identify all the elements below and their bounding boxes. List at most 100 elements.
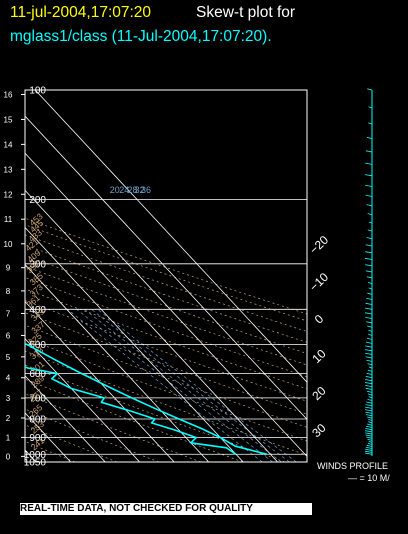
wind-barb [366, 436, 373, 439]
wind-barb [366, 276, 373, 279]
wind-barb [365, 194, 373, 197]
wind-barb [366, 137, 373, 140]
mixing-ratio-line [91, 309, 290, 462]
wind-barb [365, 446, 373, 449]
wind-barb [364, 349, 373, 352]
dry-adiabat-line [25, 424, 118, 462]
pressure-tick-label: 600 [29, 369, 46, 380]
wind-barb [364, 174, 373, 177]
wind-barb [365, 341, 373, 344]
dry-adiabat-line [25, 277, 307, 378]
height-tick-label: 2 [6, 414, 11, 423]
height-tick-label: 14 [4, 140, 13, 149]
height-tick-label: 9 [6, 264, 11, 273]
mixing-ratio-line [97, 309, 297, 462]
wind-barb [367, 363, 373, 366]
height-tick-label: 13 [4, 165, 13, 174]
wind-barb [367, 292, 373, 295]
grid-lines [25, 90, 307, 462]
dry-adiabat-line [25, 337, 307, 442]
mixing-ratio-line [76, 309, 273, 462]
wind-barb [367, 438, 373, 441]
wind-barb [367, 393, 373, 396]
mixing-ratio-line [84, 309, 282, 462]
isotherm-line [25, 263, 209, 462]
wind-barb [367, 88, 373, 91]
wind-barb [368, 418, 373, 421]
wind-barb [366, 204, 373, 207]
wind-barb [366, 237, 373, 240]
isotherm-label: −10 [307, 270, 332, 294]
wind-barb [368, 122, 373, 125]
isotherm-label: 20 [309, 383, 329, 403]
wind-barb [367, 398, 373, 401]
dry-adiabat-line [25, 408, 160, 462]
isotherm-line [25, 375, 106, 462]
wind-barb [365, 270, 373, 273]
wind-barb [365, 376, 373, 379]
dry-adiabat-line [25, 312, 307, 415]
wind-barb [366, 321, 373, 324]
plot-frame [24, 89, 308, 463]
wind-barb [367, 282, 373, 284]
dry-adiabat-line [25, 217, 307, 315]
pressure-tick-label: 100 [29, 86, 46, 97]
dewpoint-trace [25, 366, 237, 455]
chart-title: Skew-t plot for [196, 4, 296, 21]
wind-barb [365, 184, 373, 187]
height-tick-label: 1 [6, 433, 11, 442]
wind-barb [366, 297, 373, 300]
wind-barb [368, 333, 373, 336]
height-tick-label: 10 [4, 240, 13, 249]
pressure-tick-label: 1000 [24, 450, 47, 461]
height-tick-label: 7 [6, 309, 11, 318]
wind-barb [364, 382, 373, 385]
pressure-tick-label: 500 [29, 340, 46, 351]
isotherm-line [34, 90, 307, 383]
height-tick-label: 8 [6, 287, 11, 296]
wind-barb [365, 448, 373, 451]
wind-barb [367, 229, 373, 232]
wind-barb [365, 264, 373, 267]
wind-barb [365, 251, 373, 254]
wind-barb [368, 106, 373, 109]
pressure-tick-label: 700 [29, 393, 46, 404]
dry-adiabat-line [25, 244, 307, 343]
wind-barb [365, 425, 373, 428]
wind-barb [365, 411, 373, 414]
winds-profile-label: WINDS PROFILE [317, 461, 389, 471]
wind-barb [365, 404, 373, 407]
wind-barb [364, 430, 373, 433]
wind-barb [367, 423, 373, 426]
chart-subtitle: mglass1/class (11-Jul-2004,17:07:20). [10, 28, 272, 45]
wind-barb [365, 345, 373, 348]
winds-profile [364, 88, 373, 456]
wind-barb [367, 213, 373, 216]
wind-barb [365, 434, 373, 437]
wind-barb [367, 369, 373, 372]
wind-barb [368, 366, 373, 369]
isotherm-label: 10 [309, 346, 329, 366]
isotherm-label: 30 [309, 421, 329, 441]
wind-barb [365, 452, 373, 455]
wind-barb [365, 387, 373, 390]
wind-barb [365, 316, 373, 319]
wind-barb [368, 221, 373, 224]
height-tick-label: 12 [4, 190, 13, 199]
wind-barb [366, 401, 373, 404]
wind-barb [364, 409, 373, 412]
wind-barb [364, 257, 373, 260]
wind-barb [368, 329, 373, 332]
height-tick-label: 11 [4, 215, 13, 224]
dry-adiabat-line [25, 300, 307, 402]
mixing-ratio-label: 36 [141, 185, 151, 195]
quality-note-banner: REAL-TIME DATA, NOT CHECKED FOR QUALITY [20, 503, 312, 515]
wind-barb [365, 302, 373, 305]
dry-adiabat-line [25, 265, 307, 366]
wind-barb [368, 396, 373, 399]
height-tick-label: 15 [4, 115, 13, 124]
height-tick-label: 16 [4, 90, 13, 99]
